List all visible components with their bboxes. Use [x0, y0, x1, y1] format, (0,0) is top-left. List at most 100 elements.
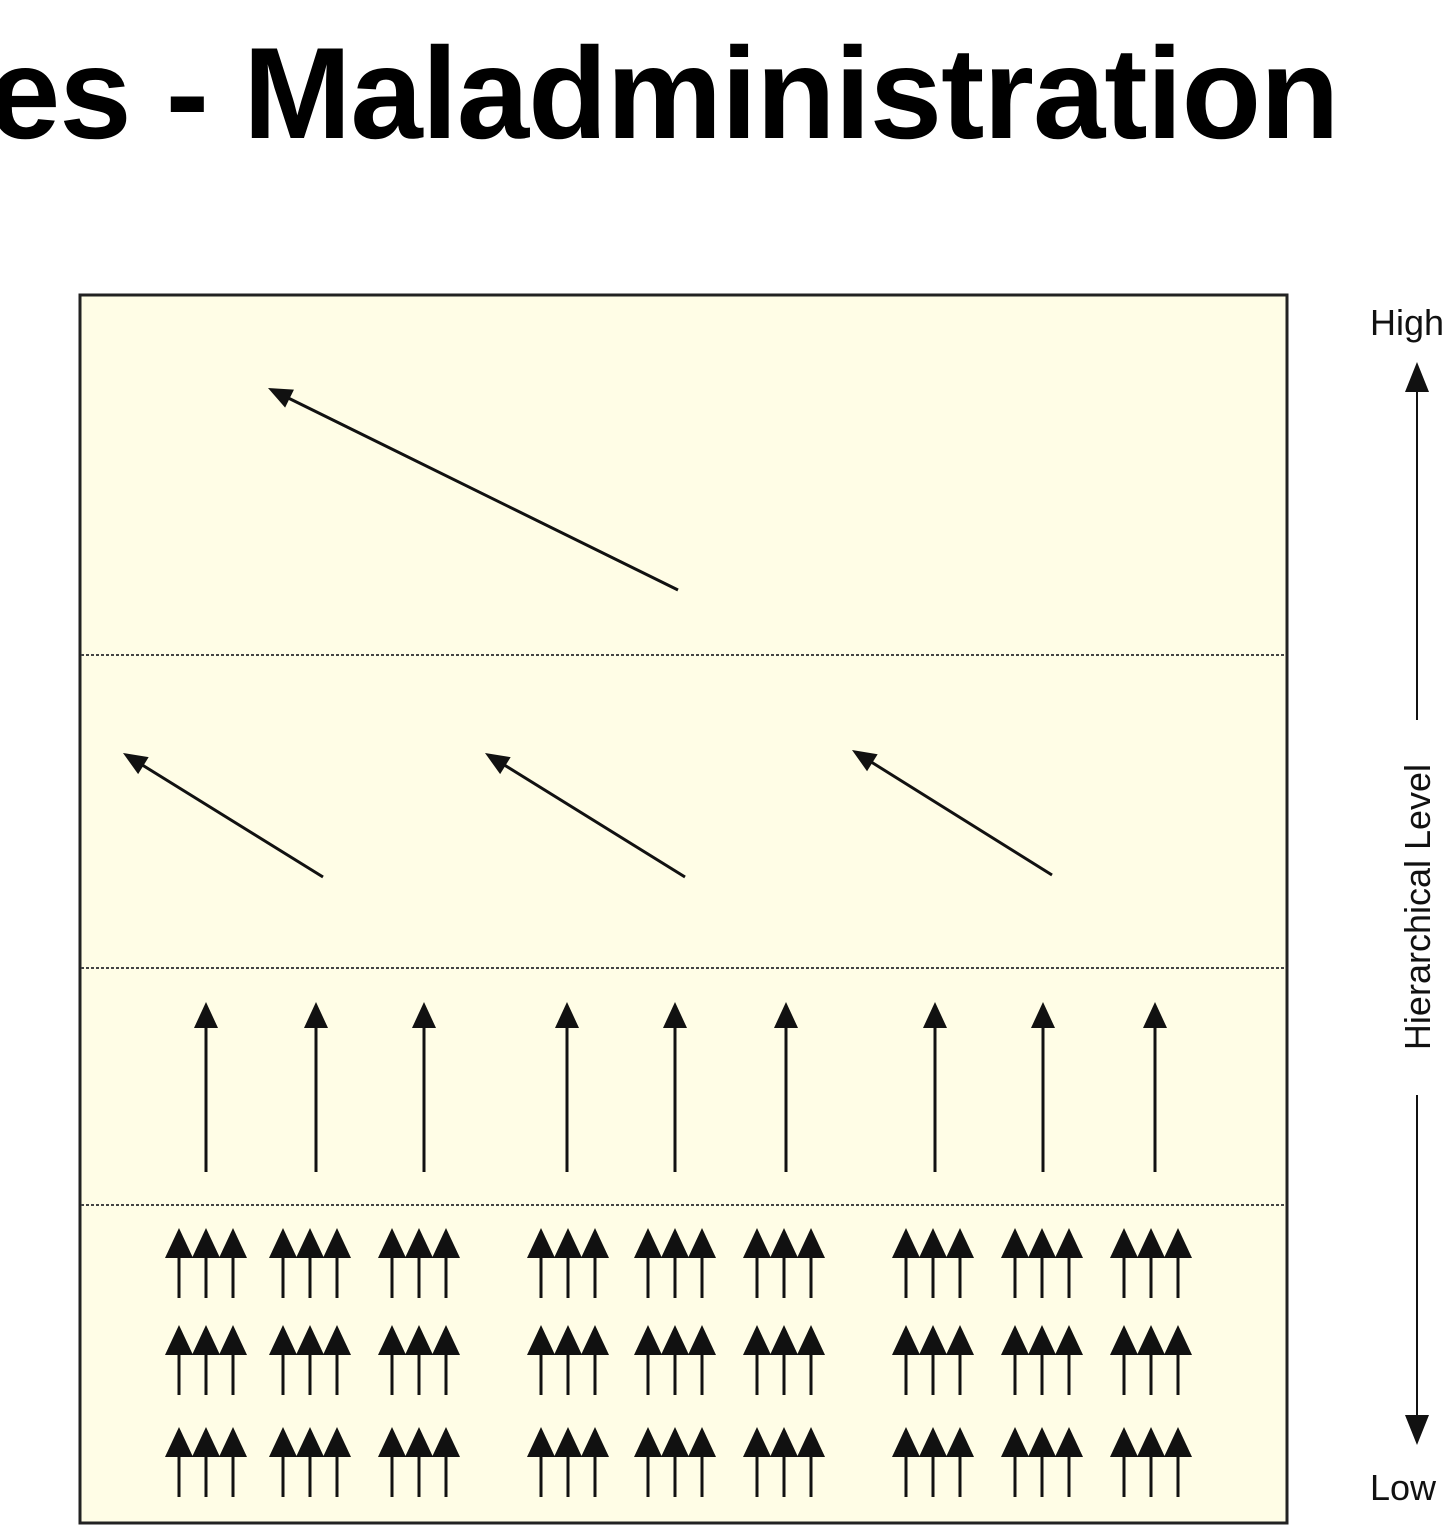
influence-arrow-bottom [919, 1228, 947, 1298]
arrowhead-icon [1110, 1427, 1138, 1457]
influence-arrow-bottom [1137, 1325, 1165, 1395]
arrowhead-icon [923, 1002, 947, 1028]
influence-arrow-bottom [1001, 1427, 1029, 1497]
arrowhead-icon [1001, 1228, 1029, 1258]
axis-label: Hierarchical Level [1397, 764, 1438, 1050]
influence-arrow-bottom [1055, 1228, 1083, 1298]
influence-arrow-bottom [688, 1228, 716, 1298]
influence-arrow-bottom [770, 1325, 798, 1395]
influence-arrow-bottom [378, 1427, 406, 1497]
hierarchical-level-axis: Hierarchical Level High Low [1370, 302, 1444, 1508]
influence-arrow-bottom [1164, 1325, 1192, 1395]
arrowhead-icon [296, 1427, 324, 1457]
arrowhead-icon [165, 1427, 193, 1457]
influence-arrow-bottom [432, 1325, 460, 1395]
influence-arrow-bottom [1110, 1427, 1138, 1497]
influence-arrow-bottom [432, 1228, 460, 1298]
arrowhead-icon [919, 1228, 947, 1258]
arrowhead-icon [743, 1427, 771, 1457]
influence-arrow-bottom [323, 1427, 351, 1497]
arrowhead-icon [661, 1325, 689, 1355]
influence-arrow-middle [852, 750, 1053, 877]
influence-arrow-bottom [634, 1325, 662, 1395]
influence-arrow-middle [123, 753, 324, 879]
influence-arrow-bottom [323, 1325, 351, 1395]
arrowhead-icon [1001, 1325, 1029, 1355]
influence-arrow-bottom [165, 1325, 193, 1395]
arrowhead-icon [1028, 1427, 1056, 1457]
influence-arrow-bottom [165, 1427, 193, 1497]
arrowhead-icon [269, 1228, 297, 1258]
influence-arrow-bottom [323, 1228, 351, 1298]
influence-arrow-bottom [688, 1427, 716, 1497]
influence-arrow-bottom [919, 1325, 947, 1395]
influence-arrow-bottom [946, 1427, 974, 1497]
influence-arrow-top [268, 388, 679, 592]
influence-arrow-lower [194, 1002, 218, 1172]
influence-arrow-bottom [527, 1228, 555, 1298]
influence-arrow-bottom [634, 1427, 662, 1497]
arrowhead-icon [688, 1427, 716, 1457]
influence-arrow-bottom [192, 1325, 220, 1395]
influence-arrow-bottom [378, 1228, 406, 1298]
influence-arrow-lower [412, 1002, 436, 1172]
arrowhead-icon [581, 1427, 609, 1457]
arrowhead-icon [527, 1325, 555, 1355]
influence-arrow-bottom [1110, 1325, 1138, 1395]
influence-arrow-bottom [892, 1427, 920, 1497]
influence-arrow-bottom [797, 1427, 825, 1497]
arrowhead-icon [165, 1325, 193, 1355]
arrowhead-icon [194, 1002, 218, 1028]
arrowhead-icon [663, 1002, 687, 1028]
arrowhead-icon [432, 1427, 460, 1457]
arrowhead-icon [378, 1427, 406, 1457]
arrowhead-icon [412, 1002, 436, 1028]
influence-arrow-bottom [1028, 1228, 1056, 1298]
influence-arrow-bottom [554, 1228, 582, 1298]
arrowhead-icon [1001, 1427, 1029, 1457]
influence-arrow-bottom [661, 1427, 689, 1497]
arrowhead-icon [192, 1228, 220, 1258]
arrowhead-icon [892, 1427, 920, 1457]
arrowhead-icon [269, 1427, 297, 1457]
arrowhead-icon [269, 1325, 297, 1355]
influence-arrow-bottom [296, 1228, 324, 1298]
influence-arrow-bottom [1110, 1228, 1138, 1298]
influence-arrow-bottom [296, 1325, 324, 1395]
influence-arrow-lower [555, 1002, 579, 1172]
influence-arrow-bottom [1164, 1427, 1192, 1497]
influence-arrow-bottom [581, 1427, 609, 1497]
arrowhead-icon [919, 1325, 947, 1355]
arrowhead-icon [219, 1228, 247, 1258]
arrowhead-icon [1031, 1002, 1055, 1028]
influence-arrow-bottom [1137, 1228, 1165, 1298]
influence-arrow-bottom [770, 1228, 798, 1298]
arrowhead-icon [1110, 1228, 1138, 1258]
arrowhead-icon [946, 1325, 974, 1355]
arrowhead-icon [797, 1228, 825, 1258]
influence-arrow-bottom [661, 1228, 689, 1298]
arrowhead-icon [634, 1228, 662, 1258]
axis-low-label: Low [1370, 1467, 1437, 1508]
influence-arrow-bottom [770, 1427, 798, 1497]
arrowhead-icon [1028, 1228, 1056, 1258]
arrowhead-icon [405, 1228, 433, 1258]
arrowhead-icon [192, 1325, 220, 1355]
arrowhead-icon [688, 1325, 716, 1355]
arrowhead-icon [1055, 1325, 1083, 1355]
arrowhead-icon [219, 1427, 247, 1457]
influence-arrow-bottom [1028, 1427, 1056, 1497]
arrowhead-icon [661, 1427, 689, 1457]
axis-high-label: High [1370, 302, 1444, 343]
influence-arrow-bottom [1055, 1427, 1083, 1497]
arrowhead-icon [946, 1228, 974, 1258]
arrowhead-icon [296, 1228, 324, 1258]
influence-arrow-lower [923, 1002, 947, 1172]
arrowhead-icon [405, 1325, 433, 1355]
influence-arrow-bottom [405, 1325, 433, 1395]
arrowhead-icon [123, 753, 149, 775]
arrowhead-icon [323, 1427, 351, 1457]
arrowhead-icon [304, 1002, 328, 1028]
arrowhead-icon [432, 1325, 460, 1355]
influence-arrow-bottom [1001, 1228, 1029, 1298]
